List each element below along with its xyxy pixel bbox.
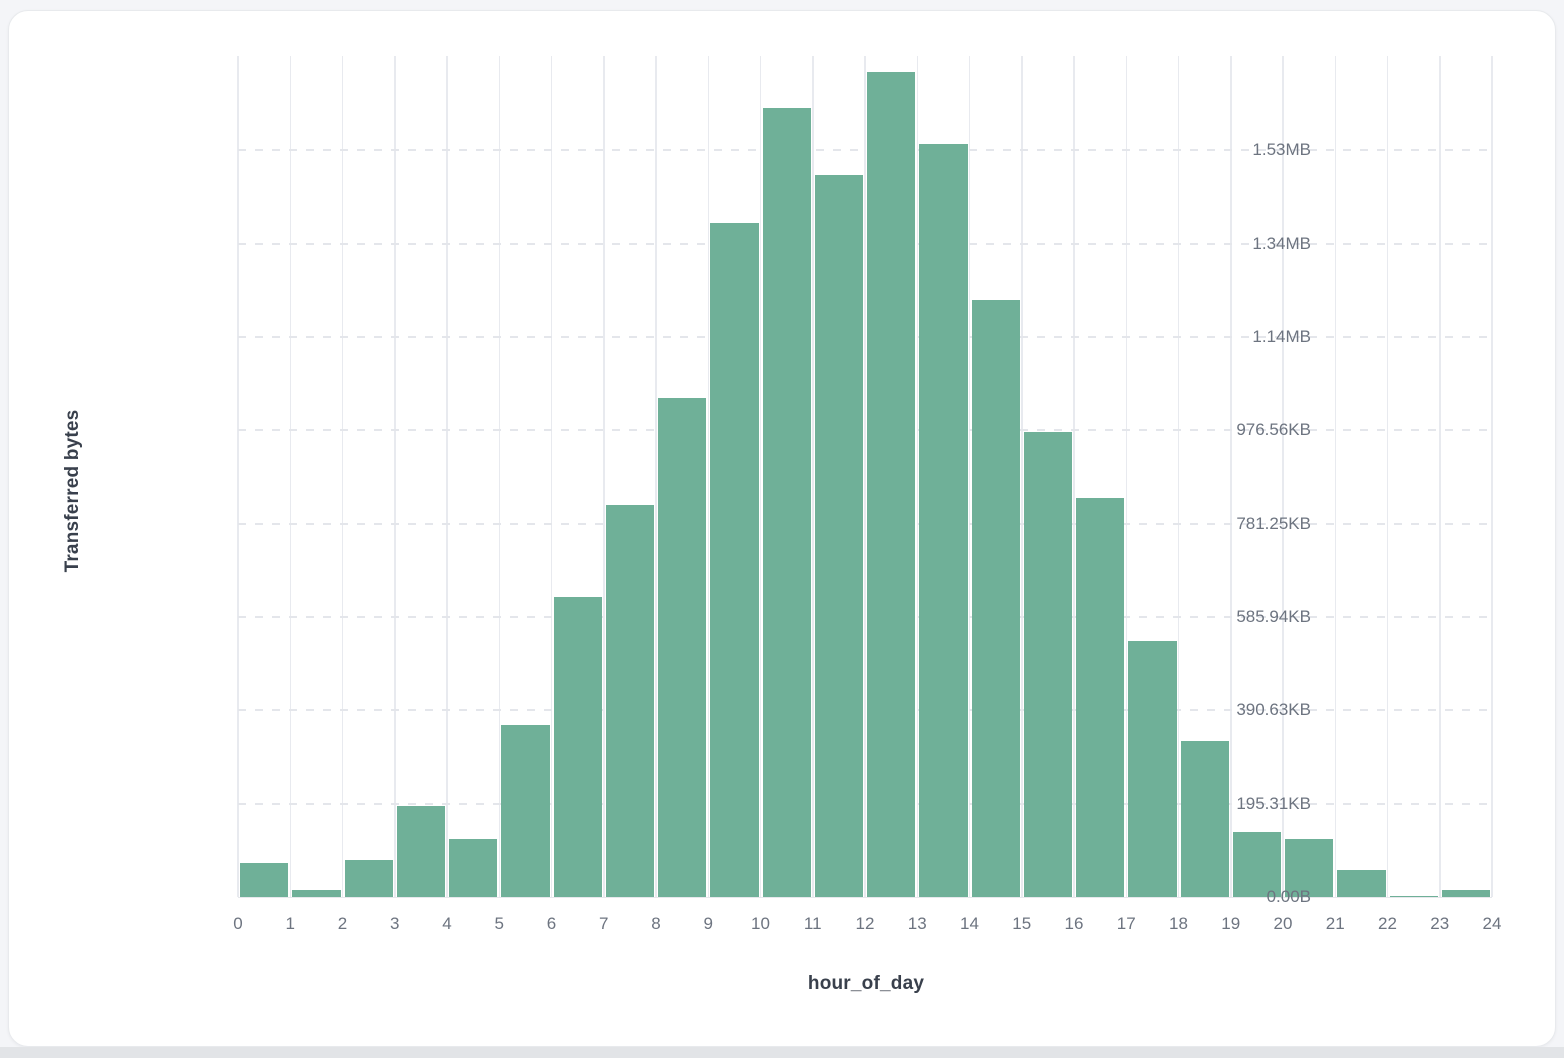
chart-card: Transferred bytes hour_of_day 0.00B 195.3…: [8, 10, 1556, 1047]
histogram-bar-hour-10[interactable]: [762, 107, 811, 897]
histogram-bar-hour-7[interactable]: [605, 505, 654, 897]
vertical-gridline: [1177, 56, 1180, 897]
histogram-bar-hour-17[interactable]: [1128, 641, 1177, 897]
x-tick-label: 3: [390, 914, 400, 933]
histogram-bar-hour-19[interactable]: [1232, 832, 1281, 897]
histogram-bar-hour-11[interactable]: [814, 175, 863, 897]
y-tick-label: 1.34MB: [1252, 233, 1311, 253]
horizontal-gridline: [238, 615, 1492, 618]
histogram-bar-hour-4[interactable]: [449, 838, 498, 897]
horizontal-gridline: [238, 429, 1492, 432]
histogram-bar-hour-9[interactable]: [710, 223, 759, 897]
y-tick-label: 781.25KB: [1236, 513, 1311, 533]
x-tick-label: 21: [1325, 914, 1345, 933]
vertical-gridline: [603, 56, 605, 897]
histogram-bar-hour-23[interactable]: [1441, 890, 1490, 897]
y-tick-label: 585.94KB: [1236, 606, 1311, 626]
x-tick-label: 15: [1012, 914, 1032, 933]
x-tick-label: 12: [855, 914, 875, 933]
x-tick-label: 11: [803, 914, 822, 933]
histogram-bar-hour-5[interactable]: [501, 725, 550, 897]
x-axis-baseline: [238, 896, 1492, 898]
x-tick-label: 18: [1169, 914, 1188, 933]
page-bottom-strip: [0, 1047, 1564, 1058]
x-tick-label: 19: [1221, 914, 1241, 933]
vertical-gridline: [812, 56, 814, 897]
x-tick-label: 6: [546, 914, 557, 933]
vertical-gridline: [1230, 56, 1232, 897]
x-tick-label: 5: [494, 914, 504, 933]
x-tick-label: 22: [1378, 914, 1397, 933]
vertical-gridline: [1125, 56, 1127, 897]
horizontal-gridline: [238, 335, 1492, 338]
vertical-gridline: [1386, 56, 1389, 897]
histogram-bar-hour-22[interactable]: [1389, 895, 1438, 897]
histogram-bar-hour-15[interactable]: [1023, 432, 1072, 897]
vertical-gridline: [1073, 56, 1075, 897]
vertical-gridline: [289, 56, 291, 897]
histogram-bar-hour-1[interactable]: [292, 889, 341, 897]
vertical-gridline: [707, 56, 709, 897]
histogram-bar-hour-3[interactable]: [396, 806, 445, 897]
vertical-gridline: [498, 56, 500, 897]
histogram-bar-hour-18[interactable]: [1180, 741, 1229, 897]
x-tick-label: 4: [442, 914, 452, 933]
histogram-bar-hour-8[interactable]: [658, 398, 707, 897]
horizontal-gridline: [238, 709, 1492, 712]
y-tick-label: 0.00B: [1266, 887, 1311, 906]
x-tick-label: 10: [751, 914, 770, 933]
vertical-gridline: [237, 56, 239, 897]
horizontal-gridline: [238, 242, 1492, 245]
vertical-gridline: [1439, 56, 1441, 897]
vertical-gridline: [968, 56, 971, 897]
y-tick-label: 195.31KB: [1236, 793, 1311, 813]
vertical-gridline: [394, 56, 396, 897]
vertical-gridline: [446, 56, 448, 897]
vertical-gridline: [1491, 56, 1493, 897]
x-tick-label: 9: [703, 914, 713, 933]
x-tick-label: 0: [233, 914, 243, 933]
y-tick-label: 976.56KB: [1236, 420, 1311, 440]
x-axis-title: hour_of_day: [807, 973, 925, 994]
histogram-bar-hour-21[interactable]: [1337, 870, 1386, 897]
histogram-bar-hour-12[interactable]: [867, 72, 916, 897]
histogram-bar-hour-14[interactable]: [971, 299, 1020, 897]
horizontal-gridline: [238, 149, 1492, 152]
y-axis-title: Transferred bytes: [62, 409, 83, 573]
x-tick-label: 7: [599, 914, 609, 933]
x-tick-label: 24: [1482, 914, 1502, 933]
x-tick-label: 13: [907, 914, 927, 933]
histogram-bar-hour-13[interactable]: [919, 143, 968, 897]
y-tick-label: 390.63KB: [1236, 700, 1311, 720]
horizontal-gridline: [238, 802, 1492, 805]
x-tick-label: 1: [285, 914, 295, 933]
vertical-gridline: [864, 56, 866, 897]
x-tick-label: 2: [337, 914, 348, 933]
histogram-bar-hour-20[interactable]: [1285, 839, 1334, 897]
vertical-gridline: [1282, 56, 1284, 897]
histogram-bar-hour-6[interactable]: [553, 596, 602, 897]
vertical-gridline: [341, 56, 344, 897]
vertical-gridline: [655, 56, 657, 897]
vertical-gridline: [550, 56, 553, 897]
x-tick-label: 14: [960, 914, 979, 933]
histogram-bar-hour-0[interactable]: [240, 863, 289, 897]
vertical-gridline: [1334, 56, 1336, 897]
x-tick-label: 17: [1116, 914, 1136, 933]
histogram-bar-hour-2[interactable]: [344, 860, 393, 897]
histogram-bar-hour-16[interactable]: [1076, 497, 1125, 897]
horizontal-gridline: [238, 522, 1492, 525]
y-tick-label: 1.53MB: [1252, 140, 1311, 160]
vertical-gridline: [1021, 56, 1023, 897]
x-tick-label: 8: [651, 914, 661, 933]
vertical-gridline: [916, 56, 918, 897]
x-tick-label: 16: [1064, 914, 1084, 933]
plot-area: [237, 56, 1493, 898]
y-tick-label: 1.14MB: [1252, 326, 1311, 346]
x-tick-label: 23: [1430, 914, 1450, 933]
x-tick-label: 20: [1273, 914, 1293, 933]
vertical-gridline: [759, 56, 762, 897]
